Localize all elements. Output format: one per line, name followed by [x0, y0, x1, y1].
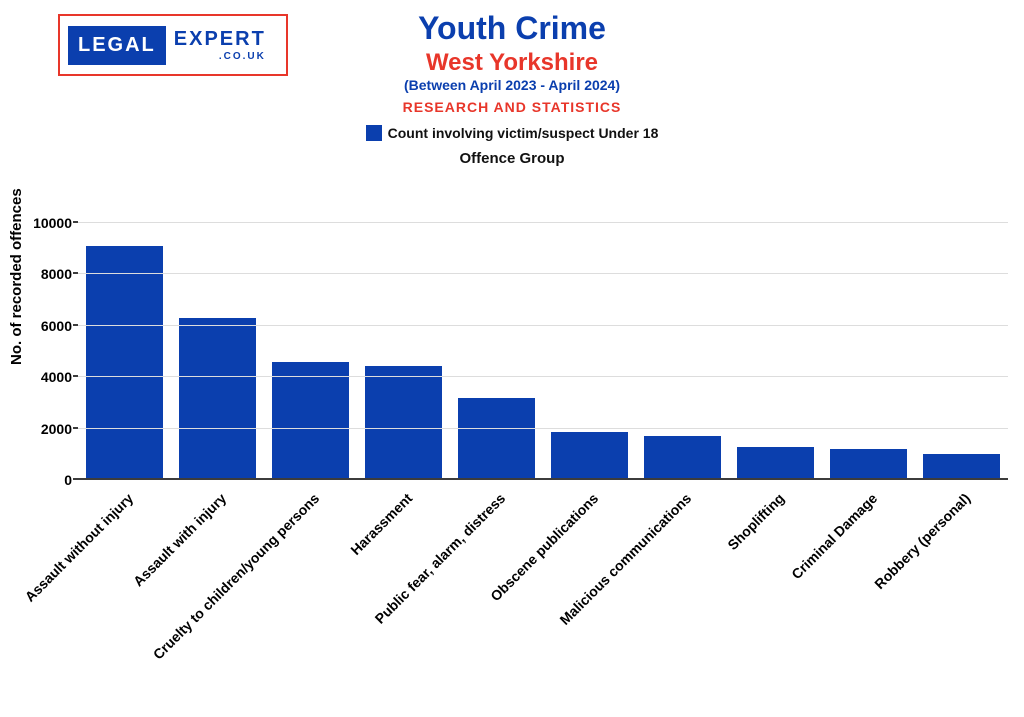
y-tick-mark [73, 427, 78, 429]
plot: 0200040006000800010000 [78, 210, 1008, 480]
bar-slot [915, 210, 1008, 480]
bar [830, 449, 906, 480]
y-axis-title: No. of recorded offences [8, 188, 25, 365]
bar-slot [450, 210, 543, 480]
y-tick-mark [73, 375, 78, 377]
bar [86, 246, 162, 480]
gridline [78, 273, 1008, 274]
y-tick-label: 10000 [33, 215, 72, 231]
gridline [78, 222, 1008, 223]
baseline [78, 478, 1008, 480]
y-tick-mark [73, 221, 78, 223]
bar [923, 454, 999, 480]
bar-slot [636, 210, 729, 480]
x-tick-slot: Shoplifting [729, 486, 822, 710]
y-tick-label: 2000 [41, 421, 72, 437]
x-tick-slot: Cruelty to children/young persons [264, 486, 357, 710]
date-range: (Between April 2023 - April 2024) [0, 77, 1024, 93]
chart-area: No. of recorded offences 020004000600080… [0, 210, 1024, 710]
y-tick-label: 6000 [41, 318, 72, 334]
bars-container [78, 210, 1008, 480]
legend-text: Count involving victim/suspect Under 18 [388, 125, 659, 141]
bar-slot [357, 210, 450, 480]
bar-slot [822, 210, 915, 480]
bar-slot [543, 210, 636, 480]
legend-swatch [366, 125, 382, 141]
bar-slot [729, 210, 822, 480]
y-tick-label: 8000 [41, 266, 72, 282]
x-tick-slot: Robbery (personal) [915, 486, 1008, 710]
bar-slot [78, 210, 171, 480]
bar [737, 447, 813, 480]
x-tick-slot: Criminal Damage [822, 486, 915, 710]
y-tick-label: 0 [64, 472, 72, 488]
x-tick-slot: Malicious communications [636, 486, 729, 710]
research-label: RESEARCH AND STATISTICS [0, 99, 1024, 115]
bar [365, 366, 441, 480]
sub-title: West Yorkshire [0, 49, 1024, 77]
bar [551, 432, 627, 480]
y-tick-mark [73, 272, 78, 274]
y-tick-mark [73, 324, 78, 326]
bar-slot [171, 210, 264, 480]
main-title: Youth Crime [0, 10, 1024, 47]
gridline [78, 428, 1008, 429]
bar [179, 318, 255, 480]
x-tick-label: Assault without injury [21, 490, 136, 605]
title-block: Youth Crime West Yorkshire (Between Apri… [0, 10, 1024, 167]
x-tick-label: Shoplifting [724, 490, 787, 553]
bar [272, 362, 348, 480]
gridline [78, 376, 1008, 377]
y-tick-label: 4000 [41, 369, 72, 385]
bar [458, 398, 534, 480]
bar-slot [264, 210, 357, 480]
y-tick-mark [73, 478, 78, 480]
bar [644, 436, 720, 480]
x-tick-label: Harassment [347, 490, 415, 558]
x-axis-title: Offence Group [0, 150, 1024, 167]
x-labels: Assault without injuryAssault with injur… [78, 486, 1008, 710]
legend: Count involving victim/suspect Under 18 [366, 125, 659, 141]
x-tick-slot: Assault without injury [78, 486, 171, 710]
gridline [78, 325, 1008, 326]
